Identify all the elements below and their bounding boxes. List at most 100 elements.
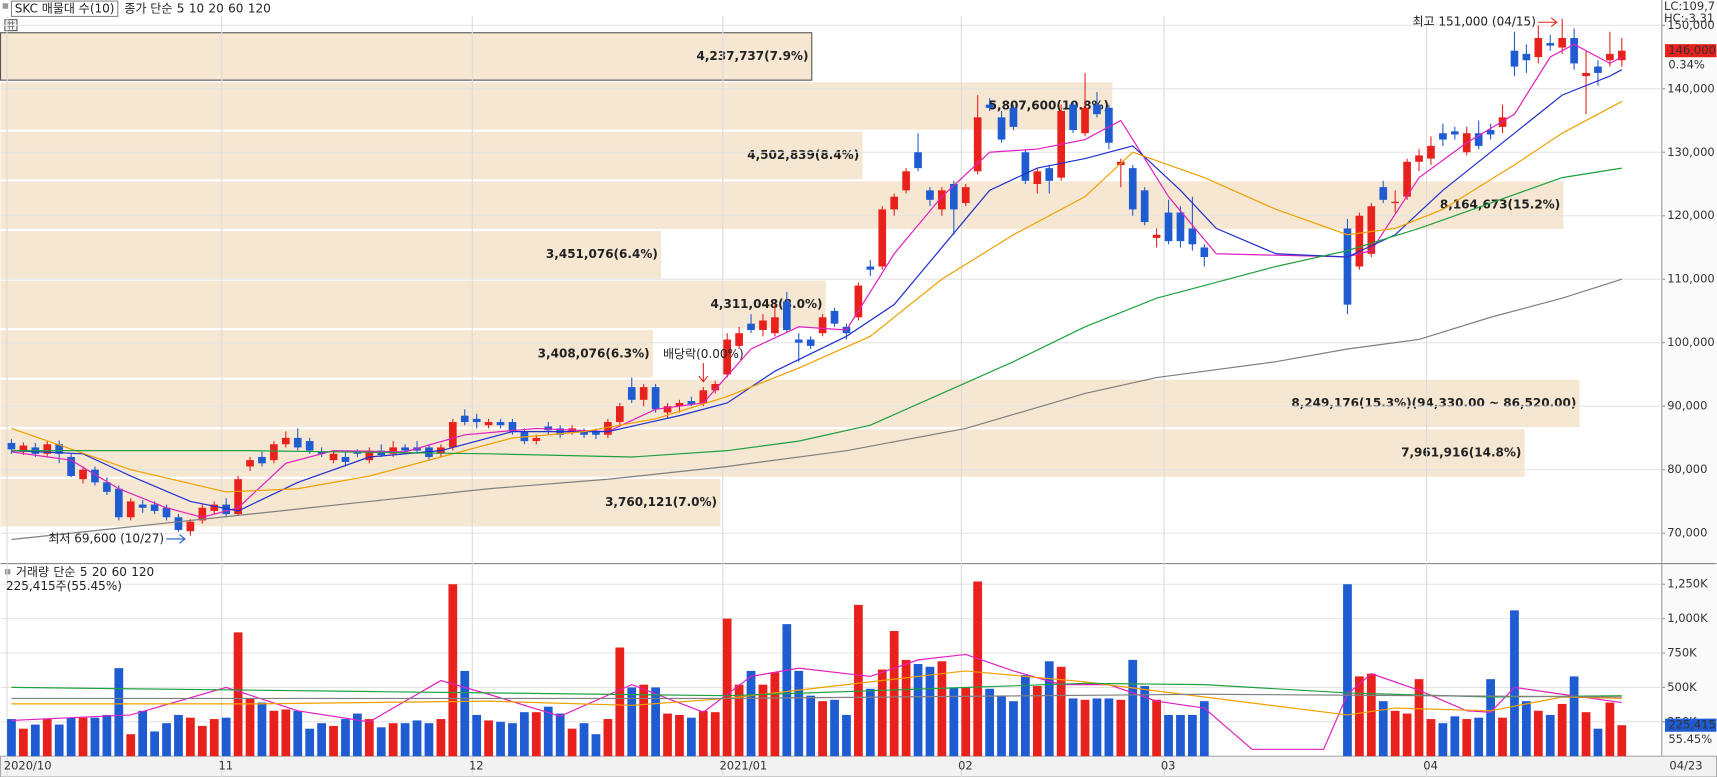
candle-body bbox=[389, 447, 398, 454]
volume-bar bbox=[269, 710, 279, 757]
volume-bar bbox=[460, 670, 470, 757]
y-tick-label: 110,000 bbox=[1667, 272, 1715, 286]
volume-bar bbox=[520, 712, 529, 757]
legend-item: 5 bbox=[80, 565, 88, 579]
candle-body bbox=[1594, 66, 1602, 73]
candle-body bbox=[353, 451, 362, 454]
candle-body bbox=[401, 447, 409, 451]
candle-body bbox=[1439, 133, 1447, 140]
volume-bar bbox=[376, 727, 386, 757]
candle-body bbox=[1128, 168, 1137, 210]
candle-body bbox=[1570, 37, 1578, 64]
volume-bar bbox=[758, 684, 768, 757]
candle-body bbox=[782, 301, 791, 330]
candle-body bbox=[973, 117, 982, 172]
candle-body bbox=[890, 196, 899, 210]
volume-bar bbox=[1617, 725, 1627, 757]
volume-bar bbox=[496, 721, 505, 757]
candle-body bbox=[1033, 171, 1042, 184]
moving-average-line bbox=[11, 278, 1623, 541]
legend-item: 120 bbox=[248, 1, 271, 15]
candle-body bbox=[639, 387, 648, 400]
candle-body bbox=[484, 422, 493, 426]
volume-bar bbox=[90, 717, 100, 757]
volume-bar bbox=[257, 702, 267, 757]
legend-item: 5 bbox=[177, 1, 185, 15]
volume-bar bbox=[221, 717, 231, 757]
volume-bar bbox=[1593, 728, 1603, 757]
candle-body bbox=[162, 507, 171, 518]
volume-bar bbox=[1605, 702, 1615, 757]
candle-body bbox=[818, 317, 827, 334]
candle-body bbox=[222, 504, 231, 515]
volume-bar bbox=[1056, 666, 1066, 757]
corner-label: LC:109,7 bbox=[1664, 0, 1715, 13]
volume-bar bbox=[937, 661, 947, 757]
candle-body bbox=[1606, 53, 1614, 61]
volume-bar bbox=[424, 723, 434, 757]
moving-average-line bbox=[11, 653, 1622, 750]
y-tick-label: 120,000 bbox=[1667, 208, 1715, 222]
candle-body bbox=[198, 507, 207, 521]
volume-profile-band bbox=[0, 280, 826, 329]
candle-body bbox=[651, 387, 660, 410]
lines-layer bbox=[11, 43, 1623, 750]
candle-body bbox=[1391, 201, 1400, 204]
candle-body bbox=[735, 333, 743, 346]
volume-bar bbox=[1545, 714, 1555, 757]
candle-body bbox=[985, 104, 994, 108]
candle-body bbox=[126, 501, 135, 518]
volume-bar bbox=[1557, 703, 1567, 757]
volume-bar bbox=[973, 581, 983, 757]
volume-bar bbox=[508, 723, 517, 757]
volume-bar bbox=[317, 723, 326, 757]
legend-label: 단순 bbox=[53, 565, 75, 579]
volume-profile-label: 3,408,076(6.3%) bbox=[538, 346, 650, 360]
candle-body bbox=[270, 444, 278, 461]
candle-body bbox=[759, 320, 767, 330]
volume-bar bbox=[436, 719, 446, 757]
volume-bar bbox=[555, 713, 565, 757]
volume-bar bbox=[1426, 719, 1436, 757]
candle-body bbox=[1069, 104, 1077, 131]
volume-bar bbox=[1140, 686, 1150, 757]
candle-body bbox=[329, 453, 338, 461]
candle-body bbox=[663, 406, 672, 413]
legend-item: 20 bbox=[92, 565, 107, 579]
volume-tag bbox=[1665, 718, 1717, 732]
candle-body bbox=[496, 422, 505, 426]
candle-body bbox=[79, 469, 87, 480]
volume-profile-band bbox=[0, 330, 653, 378]
volume-bar bbox=[281, 709, 291, 757]
volume-bar bbox=[126, 734, 136, 757]
volume-info: 225,415주(55.45%) bbox=[6, 579, 122, 593]
candle-body bbox=[949, 183, 958, 210]
candle-body bbox=[794, 339, 803, 343]
candle-body bbox=[878, 209, 887, 267]
candle-body bbox=[938, 190, 946, 210]
candle-body bbox=[1534, 37, 1543, 58]
annotation-arrow bbox=[166, 534, 186, 544]
candle-body bbox=[103, 482, 111, 492]
volume-bar bbox=[66, 717, 76, 757]
volume-bar bbox=[818, 701, 827, 757]
candle-body bbox=[1546, 43, 1555, 46]
candle-body bbox=[114, 488, 123, 518]
volume-bar bbox=[579, 723, 589, 757]
candle-body bbox=[150, 504, 159, 511]
volume-bar bbox=[1355, 676, 1364, 757]
legend-item: 60 bbox=[228, 1, 243, 15]
volume-profile-band bbox=[0, 379, 1580, 428]
candle-body bbox=[1379, 187, 1388, 200]
annotation-arrow bbox=[1538, 17, 1558, 28]
legend-item: 20 bbox=[208, 1, 223, 15]
volume-profile-band bbox=[0, 131, 863, 180]
corner-label: HC:-3,31 bbox=[1664, 11, 1714, 25]
volume-bar bbox=[1009, 701, 1018, 757]
volume-profile-label: 4,311,048(8.0%) bbox=[711, 297, 823, 311]
volume-bar bbox=[353, 713, 362, 757]
volume-bar bbox=[1462, 719, 1472, 757]
volume-bar bbox=[162, 723, 171, 757]
y-tick-label: 100,000 bbox=[1667, 335, 1715, 349]
volume-bar bbox=[341, 719, 350, 757]
